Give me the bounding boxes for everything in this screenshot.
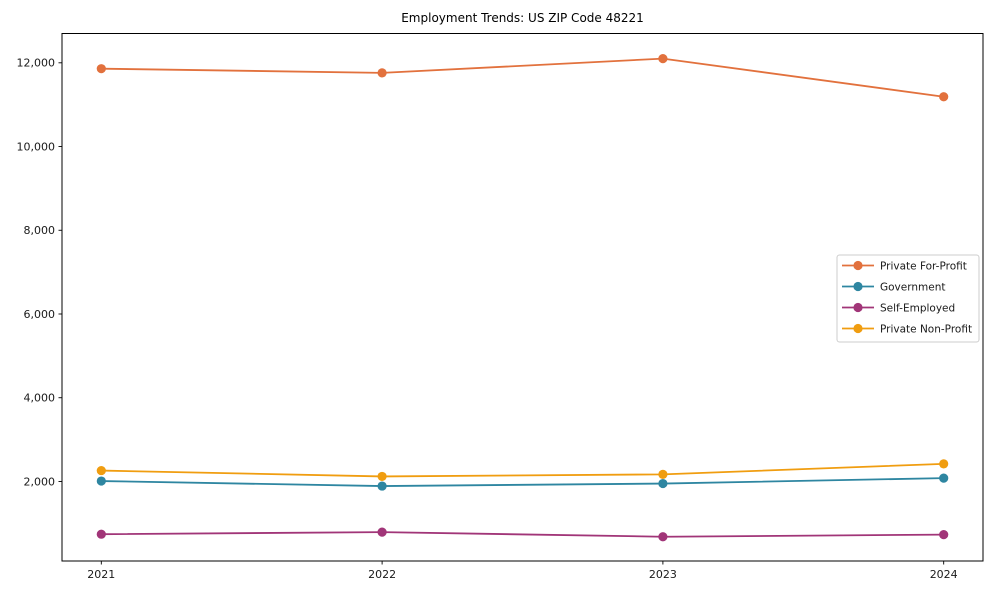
data-point-government <box>96 476 106 486</box>
x-tick-label: 2024 <box>930 568 958 581</box>
data-point-private-for-profit <box>658 54 668 64</box>
series-line-private-for-profit <box>101 57 944 98</box>
data-point-private-non-profit <box>939 459 949 469</box>
legend-label-private-non-profit: Private Non-Profit <box>880 323 972 335</box>
series-line-private-non-profit <box>101 462 944 478</box>
data-point-private-non-profit <box>377 471 387 482</box>
y-tick-label: 4,000 <box>24 392 56 405</box>
data-point-private-non-profit <box>96 465 106 476</box>
data-point-self-employed <box>96 529 106 539</box>
series-line-government <box>101 477 944 487</box>
series-line-self-employed <box>101 531 944 538</box>
y-tick-label: 6,000 <box>24 308 56 321</box>
plot-frame <box>61 33 984 562</box>
data-point-self-employed <box>939 530 949 540</box>
data-point-government <box>377 481 387 491</box>
data-point-private-for-profit <box>939 92 949 102</box>
legend-label-private-for-profit: Private For-Profit <box>880 260 967 272</box>
y-tick-label: 10,000 <box>17 140 56 153</box>
legend-label-government: Government <box>880 281 945 293</box>
y-tick-label: 12,000 <box>17 57 56 70</box>
legend-marker-private-non-profit <box>853 323 863 334</box>
legend-box <box>836 254 980 343</box>
legend-marker-private-for-profit <box>853 260 863 271</box>
data-point-private-for-profit <box>377 68 387 78</box>
data-point-private-non-profit <box>658 469 668 479</box>
legend-marker-government <box>853 281 863 292</box>
chart-title: Employment Trends: US ZIP Code 48221 <box>401 11 644 25</box>
y-tick-label: 2,000 <box>24 475 56 488</box>
data-point-private-for-profit <box>96 64 106 74</box>
x-tick-label: 2022 <box>368 568 396 581</box>
x-tick-label: 2023 <box>649 568 677 581</box>
data-point-self-employed <box>658 532 668 542</box>
data-point-government <box>658 478 668 489</box>
data-point-self-employed <box>377 527 387 537</box>
data-point-government <box>939 473 949 483</box>
x-tick-label: 2021 <box>87 568 115 581</box>
y-tick-label: 8,000 <box>24 224 56 237</box>
legend-label-self-employed: Self-Employed <box>880 302 955 314</box>
legend-marker-self-employed <box>853 302 863 313</box>
